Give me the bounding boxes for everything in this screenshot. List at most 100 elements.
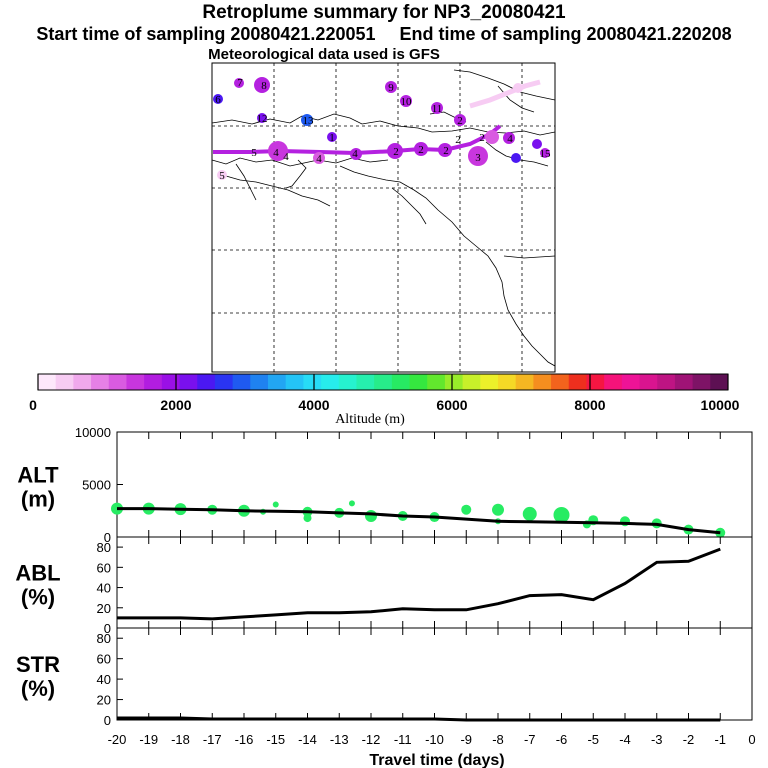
plume-marker (511, 153, 521, 163)
altitude-colorbar: 0 2000 4000 6000 8000 10000 Altitude (m) (29, 373, 740, 427)
plume-marker (350, 148, 362, 160)
map-point-label: 15 (540, 148, 552, 160)
map-point-label: 4 (352, 148, 358, 160)
y-tick-label: 40 (97, 581, 111, 596)
altitude-point (522, 506, 537, 521)
colorbar-swatch (710, 374, 729, 390)
colorbar-swatch (515, 374, 534, 390)
x-tick-label: -16 (235, 732, 254, 747)
map-point-label: 2 (418, 144, 424, 156)
colorbar-swatch (356, 374, 375, 390)
map-point-label: 5 (251, 147, 257, 159)
plume-marker (254, 77, 270, 93)
colorbar-tick-label: 0 (29, 397, 37, 413)
map-point-label: 11 (432, 103, 443, 115)
x-tick-label: -10 (425, 732, 444, 747)
x-tick-label: -20 (108, 732, 127, 747)
y-tick-label: 60 (97, 652, 111, 667)
colorbar-tick-label: 2000 (160, 397, 191, 413)
colorbar-swatch (214, 374, 234, 390)
panel-unit-label: (%) (21, 585, 55, 610)
colorbar-swatch (144, 374, 163, 390)
colorbar-swatch (197, 374, 216, 390)
colorbar-swatch (533, 374, 552, 390)
sampling-times: Start time of sampling 20080421.220051 En… (0, 24, 768, 45)
map-point-label: 4 (273, 147, 279, 159)
colorbar-swatch (338, 374, 357, 390)
colorbar-swatch (462, 374, 481, 390)
map-point-label: 2 (479, 132, 485, 144)
y-tick-label: 5000 (82, 478, 111, 493)
plume-marker (327, 132, 337, 142)
map-point-label: 10 (401, 96, 413, 108)
colorbar-swatch (91, 374, 110, 390)
x-tick-label: -12 (362, 732, 381, 747)
plume-marker (268, 141, 288, 161)
plume-marker (431, 102, 443, 114)
plume-marker (385, 81, 397, 93)
chart-title: Retroplume summary for NP3_20080421 (202, 2, 566, 23)
map-point-label: 8 (261, 80, 267, 92)
colorbar-swatch (657, 374, 676, 390)
colorbar-swatch (427, 374, 446, 390)
x-tick-label: -1 (714, 732, 726, 747)
map-point-label: 2 (455, 134, 461, 146)
y-tick-label: 20 (97, 693, 111, 708)
y-tick-label: 80 (97, 540, 111, 555)
x-tick-label: 0 (748, 732, 755, 747)
start-time-label: Start time of sampling 20080421.220051 (36, 24, 376, 44)
plume-marker (213, 94, 223, 104)
colorbar-swatch (55, 374, 74, 390)
map-point-label: 4 (507, 133, 513, 145)
x-tick-label: -5 (587, 732, 599, 747)
colorbar-label: Altitude (m) (335, 412, 405, 427)
map-point-label: 13 (303, 115, 315, 127)
x-tick-label: -13 (330, 732, 349, 747)
colorbar-swatch (108, 374, 127, 390)
colorbar-swatch (444, 374, 464, 390)
map-point-label: 2 (457, 115, 463, 127)
colorbar-swatch (126, 374, 145, 390)
x-tick-label: -3 (651, 732, 663, 747)
plume-marker (257, 113, 267, 123)
end-time-label: End time of sampling 20080421.220208 (399, 24, 732, 44)
plume-marker (485, 130, 499, 144)
colorbar-swatch (303, 374, 322, 390)
colorbar-swatch (692, 374, 711, 390)
plume-marker (313, 152, 325, 164)
colorbar-swatch (179, 374, 198, 390)
colorbar-swatch (268, 374, 287, 390)
colorbar-swatch (498, 374, 517, 390)
panel-frame (116, 536, 753, 629)
colorbar-swatch (285, 374, 304, 390)
plume-marker (234, 78, 244, 88)
altitude-mean-line (117, 507, 721, 535)
panel-label: ALT (17, 463, 59, 488)
colorbar-swatch (232, 374, 251, 390)
colorbar-tick-label: 6000 (436, 397, 467, 413)
map-point-label: 9 (388, 82, 394, 94)
map-plume-markers (213, 77, 550, 180)
plume-marker (301, 114, 313, 126)
meteorology-label: Meteorological data used is GFS (208, 46, 440, 63)
map-point-label: 12 (257, 113, 268, 125)
abl-series-line (117, 547, 721, 621)
map-point-label: 6 (215, 94, 221, 106)
x-tick-label: -2 (683, 732, 695, 747)
panel-label: STR (16, 652, 60, 677)
plume-marker (438, 143, 452, 157)
plume-marker (400, 95, 412, 107)
str-series-line (117, 716, 721, 722)
plume-marker (540, 148, 550, 158)
colorbar-tick-label: 4000 (298, 397, 329, 413)
y-tick-label: 80 (97, 631, 111, 646)
colorbar-swatch (391, 374, 411, 390)
altitude-point (492, 503, 504, 516)
y-tick-label: 40 (97, 672, 111, 687)
x-axis-label: Travel time (days) (369, 752, 504, 768)
plume-marker (454, 114, 466, 126)
x-tick-label: -15 (266, 732, 285, 747)
